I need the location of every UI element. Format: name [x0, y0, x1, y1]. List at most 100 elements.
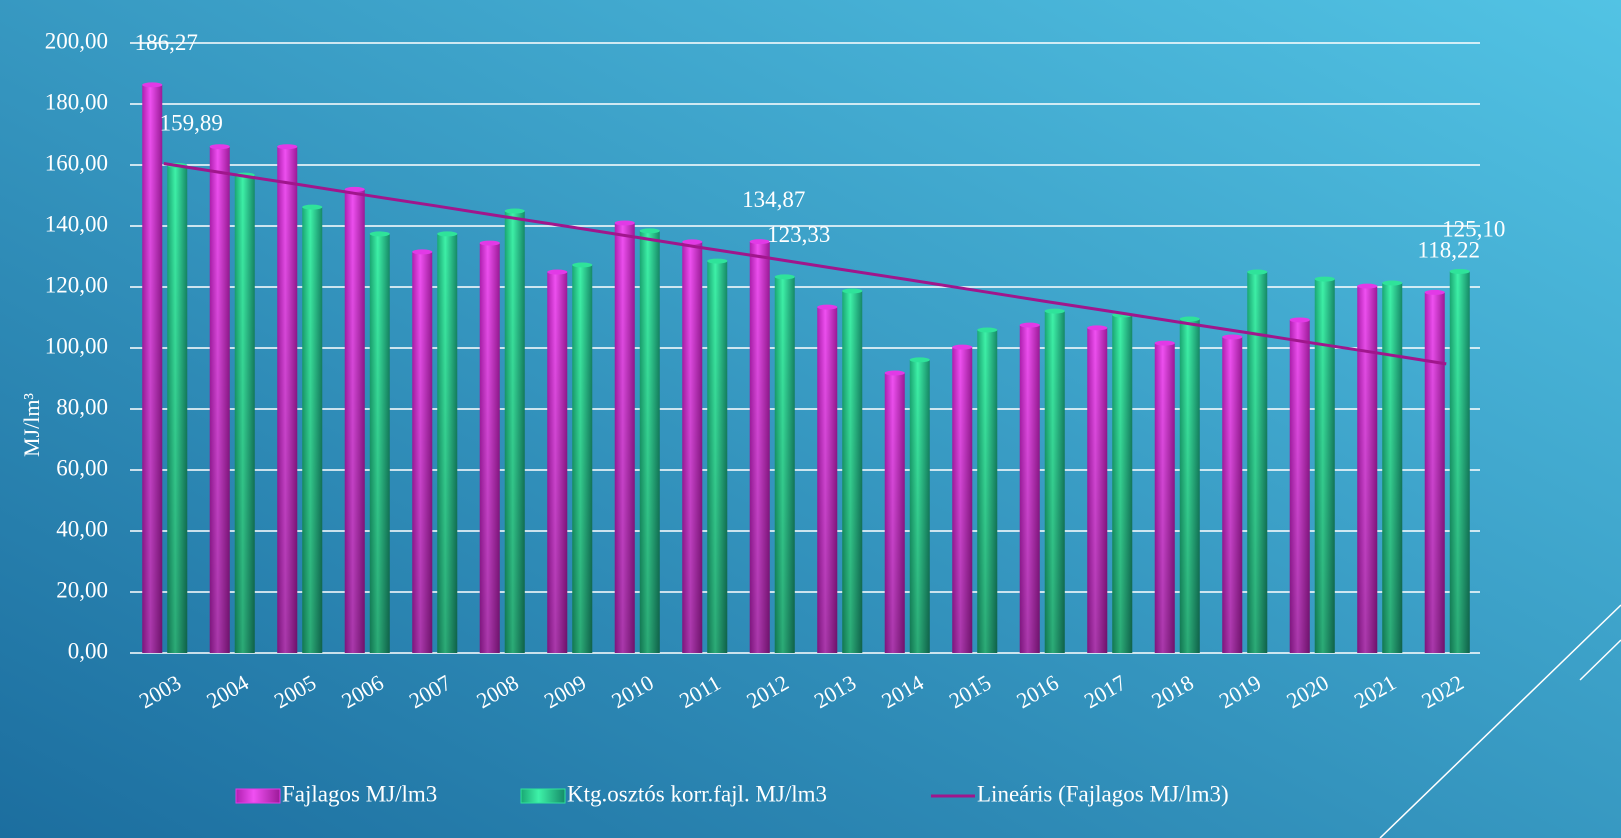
- y-tick-label: 100,00: [45, 333, 108, 358]
- bar-shade: [1044, 311, 1065, 653]
- bar-group: [1179, 316, 1200, 653]
- bar-group: [977, 327, 998, 653]
- y-tick-label: 80,00: [56, 394, 108, 419]
- bar-cap: [614, 220, 635, 226]
- bar-group: [344, 186, 365, 653]
- y-tick-label: 0,00: [68, 638, 108, 663]
- bar-shade: [682, 241, 703, 654]
- bar-cap: [1222, 334, 1243, 340]
- bar-shade: [479, 243, 500, 653]
- bar-group: [707, 258, 728, 653]
- bar-group: [504, 208, 525, 653]
- bar-shade: [639, 230, 660, 653]
- bar-cap: [412, 249, 433, 255]
- bar-group: [547, 269, 568, 653]
- bar-shade: [1357, 286, 1378, 653]
- bar-shade: [952, 347, 973, 653]
- bar-cap: [909, 357, 930, 363]
- legend-label: Ktg.osztós korr.fajl. MJ/lm3: [567, 781, 827, 806]
- bar-group: [277, 144, 298, 653]
- bar-shade: [369, 233, 390, 653]
- value-label: 134,87: [742, 187, 805, 212]
- legend-label: Lineáris (Fajlagos MJ/lm3): [977, 781, 1229, 806]
- bar-cap: [437, 231, 458, 237]
- bar-cap: [884, 370, 905, 376]
- bar-shade: [277, 146, 298, 653]
- bar-shade: [842, 290, 863, 653]
- bar-group: [1289, 317, 1310, 653]
- value-label: 159,89: [160, 111, 223, 136]
- bar-cap: [344, 186, 365, 192]
- bar-cap: [1179, 316, 1200, 322]
- y-tick-label: 60,00: [56, 455, 108, 480]
- bar-shade: [774, 276, 795, 653]
- bar-group: [1222, 334, 1243, 653]
- bar-group: [167, 162, 188, 653]
- bar-shade: [1154, 343, 1175, 653]
- bar-shade: [1382, 283, 1403, 653]
- bar-shade: [167, 165, 188, 653]
- y-tick-label: 120,00: [45, 272, 108, 297]
- bar-group: [1019, 322, 1040, 653]
- value-label: 118,22: [1418, 238, 1480, 263]
- bar-group: [437, 231, 458, 653]
- bar-group: [842, 288, 863, 653]
- bar-group: [614, 220, 635, 653]
- bar-cap: [952, 344, 973, 350]
- bar-cap: [707, 258, 728, 264]
- bar-shade: [1449, 271, 1470, 653]
- bar-shade: [614, 222, 635, 653]
- bar-cap: [1382, 280, 1403, 286]
- bar-group: [884, 370, 905, 653]
- legend-label: Fajlagos MJ/lm3: [282, 781, 437, 806]
- bar-shade: [209, 146, 230, 653]
- bar-group: [142, 82, 163, 653]
- bar-group: [1247, 269, 1268, 653]
- bar-group: [302, 204, 323, 653]
- bar-cap: [1154, 340, 1175, 346]
- bar-group: [572, 262, 593, 653]
- bar-cap: [817, 304, 838, 310]
- bar-group: [1382, 280, 1403, 653]
- bar-shade: [1112, 315, 1133, 653]
- bar-cap: [547, 269, 568, 275]
- bar-cap: [1019, 322, 1040, 328]
- y-tick-label: 160,00: [45, 150, 108, 175]
- bar-cap: [1314, 276, 1335, 282]
- bar-group: [774, 274, 795, 653]
- bar-shade: [1087, 327, 1108, 653]
- bar-shade: [1247, 272, 1268, 653]
- bar-group: [1449, 268, 1470, 653]
- value-label: 125,10: [1442, 217, 1505, 242]
- bar-group: [479, 240, 500, 653]
- bar-shade: [234, 175, 255, 653]
- bar-shade: [572, 265, 593, 653]
- bar-shade: [1289, 319, 1310, 653]
- bar-cap: [1044, 308, 1065, 314]
- bar-shade: [977, 330, 998, 653]
- bar-group: [817, 304, 838, 653]
- decoration: [1579, 639, 1621, 681]
- legend-swatch: [520, 788, 566, 804]
- bar-shade: [909, 359, 930, 653]
- bar-cap: [1449, 268, 1470, 274]
- bar-shade: [1222, 337, 1243, 653]
- bar-cap: [1247, 269, 1268, 275]
- y-tick-label: 20,00: [56, 577, 108, 602]
- bar-cap: [369, 231, 390, 237]
- y-axis-title: MJ/lm³: [19, 393, 44, 457]
- bar-cap: [774, 274, 795, 280]
- bar-shade: [1314, 279, 1335, 653]
- bar-group: [1087, 325, 1108, 653]
- trend-line: [163, 161, 1447, 366]
- bar-group: [1154, 340, 1175, 653]
- value-label: 123,33: [767, 222, 830, 247]
- bar-cap: [682, 239, 703, 245]
- bar-cap: [479, 240, 500, 246]
- bar-shade: [504, 211, 525, 653]
- bar-cap: [1289, 317, 1310, 323]
- bar-group: [682, 239, 703, 654]
- bar-group: [412, 249, 433, 654]
- bar-shade: [1019, 325, 1040, 653]
